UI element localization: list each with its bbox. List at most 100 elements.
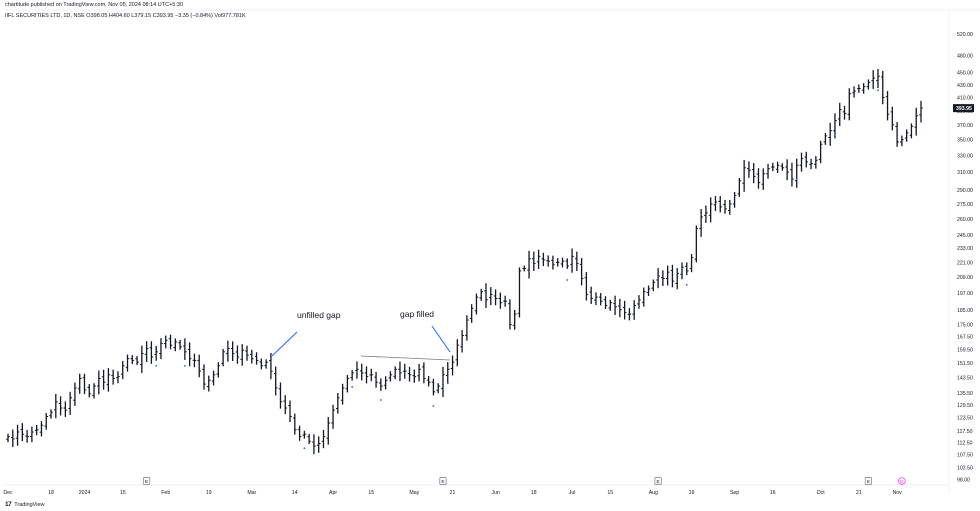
earnings-marker: E — [439, 477, 447, 485]
ohlc-bar — [598, 293, 603, 306]
price-tick-label: 330.00 — [957, 153, 973, 159]
ohlc-bar — [422, 362, 426, 384]
ohlc-bar — [293, 413, 297, 435]
price-tick-label: 245.00 — [957, 233, 973, 239]
ohlc-bar — [794, 158, 799, 188]
earnings-marker-label: E — [145, 479, 148, 485]
ohlc-bar — [517, 267, 522, 318]
price-tick-label: 135.50 — [957, 391, 973, 397]
ohlc-bar — [82, 373, 87, 395]
ohlc-bar — [345, 374, 350, 393]
ohlc-bar — [479, 288, 484, 301]
ohlc-bar — [546, 255, 550, 267]
ohlc-bar — [584, 272, 589, 301]
ohlc-bar — [579, 258, 584, 286]
time-tick-label: Oct — [817, 490, 826, 496]
ohlc-bar — [555, 258, 560, 267]
ohlc-bar — [412, 369, 417, 383]
last-price-value: 393.95 — [956, 106, 972, 112]
bar-signal-dot — [446, 382, 449, 385]
ohlc-bar — [135, 356, 139, 366]
price-tick-label: 410.00 — [957, 95, 973, 101]
ohlc-bar — [68, 391, 72, 415]
price-tick-label: 129.50 — [957, 403, 973, 409]
ohlc-bar — [775, 161, 780, 173]
ohlc-bar — [570, 248, 574, 273]
ohlc-bar — [603, 296, 608, 310]
ohlc-bar — [704, 205, 708, 223]
ohlc-bar — [871, 70, 875, 89]
ohlc-bar — [154, 345, 158, 361]
ohlc-bar — [737, 177, 742, 197]
time-tick-label: Jun — [491, 490, 499, 496]
time-tick-label: May — [409, 490, 419, 496]
time-tick-label: Feb — [161, 490, 170, 496]
ohlc-bar — [101, 369, 106, 390]
ohlc-bar — [393, 366, 397, 380]
ohlc-bar — [575, 251, 579, 272]
price-tick-label: 117.50 — [957, 429, 973, 435]
ohlc-bar — [197, 354, 202, 378]
ohlc-bar — [747, 161, 751, 178]
ohlc-bar — [259, 358, 264, 370]
ohlc-bar — [49, 409, 53, 419]
ohlc-bar — [804, 151, 809, 168]
ohlc-bar — [445, 362, 450, 384]
ohlc-bar — [369, 368, 374, 382]
ohlc-bar — [627, 308, 632, 321]
ohlc-bar — [125, 354, 130, 372]
price-tick-label: 209.00 — [957, 275, 973, 281]
ohlc-bar — [742, 159, 746, 192]
ohlc-bar — [92, 383, 96, 399]
ohlc-bar — [39, 421, 44, 437]
ohlc-bar — [6, 433, 10, 443]
ohlc-bar — [536, 249, 541, 269]
last-price-badge-bg — [953, 104, 974, 113]
ohlc-bar — [379, 378, 383, 391]
ohlc-bar — [312, 434, 316, 455]
ohlc-bar — [44, 412, 49, 430]
ohlc-bar — [120, 360, 125, 380]
ohlc-bar — [15, 424, 20, 446]
time-tick-label: Aug — [649, 490, 658, 496]
ohlc-bar — [159, 338, 163, 360]
ohlc-bar — [187, 342, 192, 367]
ohlc-bars — [6, 68, 923, 455]
ohlc-bar — [249, 349, 254, 364]
ohlc-bar — [97, 370, 101, 395]
bar-signal-dot — [183, 364, 186, 367]
tradingview-label: TradingView — [14, 501, 45, 508]
ohlc-bar — [818, 140, 823, 164]
ohlc-bar — [436, 383, 441, 394]
ohlc-bar — [919, 100, 923, 123]
ohlc-bar — [522, 265, 527, 272]
ohlc-bar — [140, 345, 144, 374]
price-tick-label: 151.50 — [957, 361, 973, 367]
price-tick-label: 260.00 — [957, 217, 973, 223]
ohlc-bar — [866, 79, 871, 90]
ohlc-bar — [383, 376, 388, 390]
price-tick-label: 310.00 — [957, 170, 973, 176]
ohlc-bar — [288, 400, 292, 422]
price-axis-separator — [5, 9, 980, 494]
ohlc-bar — [852, 86, 856, 98]
ohlc-bar — [235, 345, 240, 364]
ohlc-bar — [799, 152, 804, 172]
ohlc-bar — [665, 265, 670, 286]
ohlc-bar — [116, 371, 120, 384]
ohlc-bar — [331, 404, 335, 429]
ohlc-bar — [326, 417, 331, 445]
ohlc-bar — [307, 433, 311, 445]
bar-signal-dot — [432, 404, 435, 407]
ohlc-bar — [565, 258, 570, 269]
ohlc-bar — [909, 123, 914, 139]
ohlc-bar — [87, 384, 92, 398]
ohlc-bar — [173, 338, 178, 352]
ohlc-bar — [20, 423, 25, 442]
time-tick-label: Sep — [730, 490, 739, 496]
dividend-marker: D — [898, 477, 906, 485]
symbol-legend: IIFL SECURITIES LTD, 1D, NSE O398.05 H40… — [5, 13, 246, 19]
time-tick-label: 18 — [48, 490, 54, 496]
bar-signal-dot — [685, 284, 688, 286]
